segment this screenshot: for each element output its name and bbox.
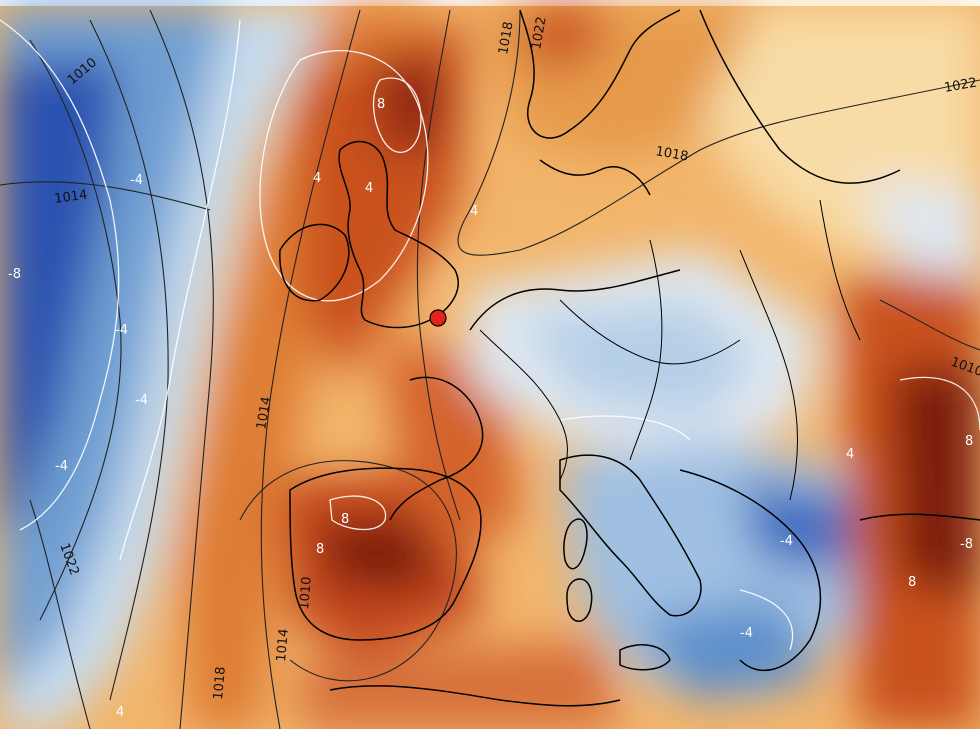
anomaly-label: 8 xyxy=(341,512,349,527)
anomaly-label: -4 xyxy=(135,393,148,408)
isobar-label: 1018 xyxy=(654,144,689,165)
anomaly-label: 8 xyxy=(377,97,385,112)
anomaly-label: -8 xyxy=(960,537,973,552)
isobar-label: 1022 xyxy=(529,15,550,50)
anomaly-label: 8 xyxy=(316,542,324,557)
isobar-label: 1014 xyxy=(254,395,275,430)
temperature-anomaly-field xyxy=(0,6,980,729)
isobar-label: 1022 xyxy=(943,75,978,96)
anomaly-label: 4 xyxy=(365,181,373,196)
anomaly-label: -4 xyxy=(780,534,793,549)
anomaly-contours xyxy=(0,19,980,651)
coastlines xyxy=(279,9,980,707)
anomaly-label: -8 xyxy=(8,267,21,282)
isobar-label: 1018 xyxy=(496,20,517,55)
isobar-label: 1010 xyxy=(297,576,315,610)
anomaly-label: 4 xyxy=(846,447,854,462)
anomaly-labels: -8 -4 -4 -4 -4 4 4 4 8 8 8 8 -4 -4 4 -8 … xyxy=(8,97,973,720)
anomaly-label: 4 xyxy=(313,171,321,186)
location-marker-icon[interactable] xyxy=(429,309,447,327)
anomaly-label: -4 xyxy=(115,323,128,338)
anomaly-label: 8 xyxy=(965,434,973,449)
isobar-label: 1014 xyxy=(53,188,88,207)
anomaly-label: -4 xyxy=(130,173,143,188)
anomaly-label: 4 xyxy=(470,204,478,219)
isobars xyxy=(0,9,980,729)
anomaly-label: 8 xyxy=(908,575,916,590)
anomaly-label: -4 xyxy=(55,459,68,474)
isobar-label: 1014 xyxy=(274,628,292,662)
anomaly-label: 4 xyxy=(116,705,124,720)
anomaly-label: -4 xyxy=(740,626,753,641)
isobar-label: 1018 xyxy=(211,666,229,700)
